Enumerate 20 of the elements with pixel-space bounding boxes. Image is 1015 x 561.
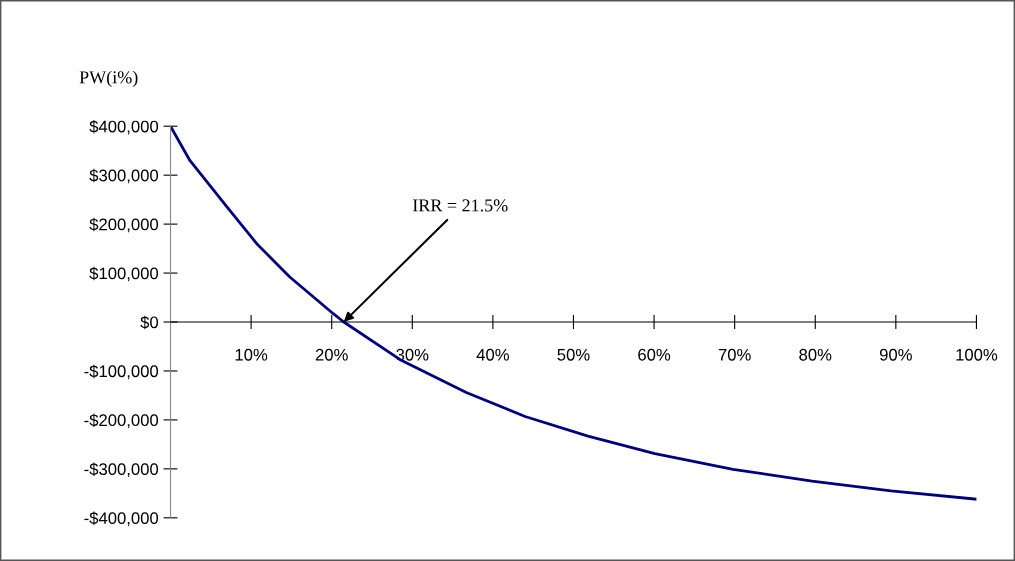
y-tick-label: -$300,000	[84, 462, 159, 478]
y-tick-label: -$400,000	[84, 511, 159, 526]
y-tick-label: -$200,000	[84, 413, 159, 429]
y-tick-label: $200,000	[89, 217, 159, 233]
y-axis-title: PW(i%)	[79, 70, 138, 88]
y-tick-label: $100,000	[89, 266, 159, 282]
x-tick-label: 90%	[879, 348, 912, 361]
y-tick-label: -$100,000	[84, 364, 159, 380]
annotation: IRR = 21.5%	[412, 199, 508, 212]
y-tick-label: $400,000	[89, 119, 159, 135]
x-tick-label: 70%	[718, 348, 751, 361]
x-tick-label: 80%	[799, 348, 832, 361]
x-tick-label: 40%	[476, 348, 509, 361]
y-tick-label: $0	[140, 315, 159, 330]
y-tick-label: $300,000	[89, 168, 159, 184]
x-tick-label: 50%	[557, 348, 590, 361]
x-tick-label: 20%	[315, 348, 348, 361]
x-tick-label: 10%	[235, 348, 268, 361]
x-tick-label: 60%	[638, 348, 671, 361]
x-tick-label: 100%	[956, 348, 998, 361]
